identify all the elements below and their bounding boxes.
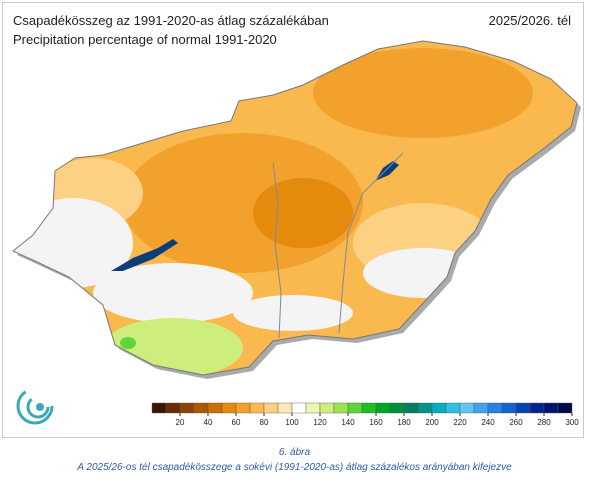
colorbar-box: [417, 402, 433, 414]
colorbar-box: [305, 402, 321, 414]
logo: [16, 387, 54, 425]
map-fill: [13, 41, 577, 375]
colorbar-box: [291, 402, 307, 414]
colorbar-box: [277, 402, 293, 414]
lake-balaton: [111, 239, 178, 271]
colorbar-tick-label: 100: [285, 418, 299, 427]
colorbar-box: [431, 402, 447, 414]
colorbar-box: [361, 402, 377, 414]
colorbar-tick-label: 20: [176, 418, 185, 427]
colorbar-box: [515, 402, 531, 414]
colorbar-box: [151, 402, 167, 414]
colorbar-tick-label: 300: [565, 418, 579, 427]
colorbar-box: [543, 402, 559, 414]
colorbar-tick-label: 80: [260, 418, 269, 427]
colorbar-tick-label: 280: [537, 418, 551, 427]
period: 2025/2026. tél: [489, 13, 572, 28]
river: [338, 152, 404, 334]
colorbar-box: [473, 402, 489, 414]
colorbar-box: [263, 402, 279, 414]
colorbar-box: [165, 402, 181, 414]
colorbar-box: [319, 402, 335, 414]
colorbar-box: [193, 402, 209, 414]
colorbar-box: [501, 402, 517, 414]
colorbar-box: [459, 402, 475, 414]
colorbar-tick-label: 220: [453, 418, 467, 427]
river: [272, 162, 282, 339]
colorbar-tick-label: 120: [313, 418, 327, 427]
map-frame: Csapadékösszeg az 1991-2020-as átlag szá…: [2, 2, 584, 438]
colorbar-box: [403, 402, 419, 414]
colorbar-tick-label: 60: [232, 418, 241, 427]
colorbar-box: [375, 402, 391, 414]
colorbar-tick-label: 160: [369, 418, 383, 427]
colorbar-tick-label: 200: [425, 418, 439, 427]
caption-text: A 2025/26-os tél csapadékösszege a sokév…: [77, 462, 512, 473]
colorbar-box: [179, 402, 195, 414]
lake-tisza: [375, 161, 399, 181]
colorbar-box: [347, 402, 363, 414]
colorbar-box: [557, 402, 573, 414]
colorbar-box: [235, 402, 251, 414]
colorbar-box: [389, 402, 405, 414]
colorbar-tick-label: 140: [341, 418, 355, 427]
colorbar-box: [445, 402, 461, 414]
colorbar-tick-label: 180: [397, 418, 411, 427]
colorbar-tick-label: 240: [481, 418, 495, 427]
colorbar-box: [221, 402, 237, 414]
colorbar-box: [333, 402, 349, 414]
colorbar-box: [487, 402, 503, 414]
colorbar-tick-label: 40: [204, 418, 213, 427]
colorbar: 20 40 60 80 100 120 140 160 180 200 220 240 260 280 30…: [151, 402, 579, 427]
map: Csapadékösszeg az 1991-2020-as átlag szá…: [12, 13, 581, 427]
map-title: Csapadékösszeg az 1991-2020-as átlag szá…: [13, 13, 329, 28]
colorbar-box: [207, 402, 223, 414]
colorbar-box: [249, 402, 265, 414]
border: [12, 40, 578, 376]
map-subtitle: Precipitation percentage of normal 1991-…: [13, 32, 277, 47]
colorbar-box: [529, 402, 545, 414]
caption-label: 6. ábra: [278, 447, 311, 458]
colorbar-tick-label: 260: [509, 418, 523, 427]
